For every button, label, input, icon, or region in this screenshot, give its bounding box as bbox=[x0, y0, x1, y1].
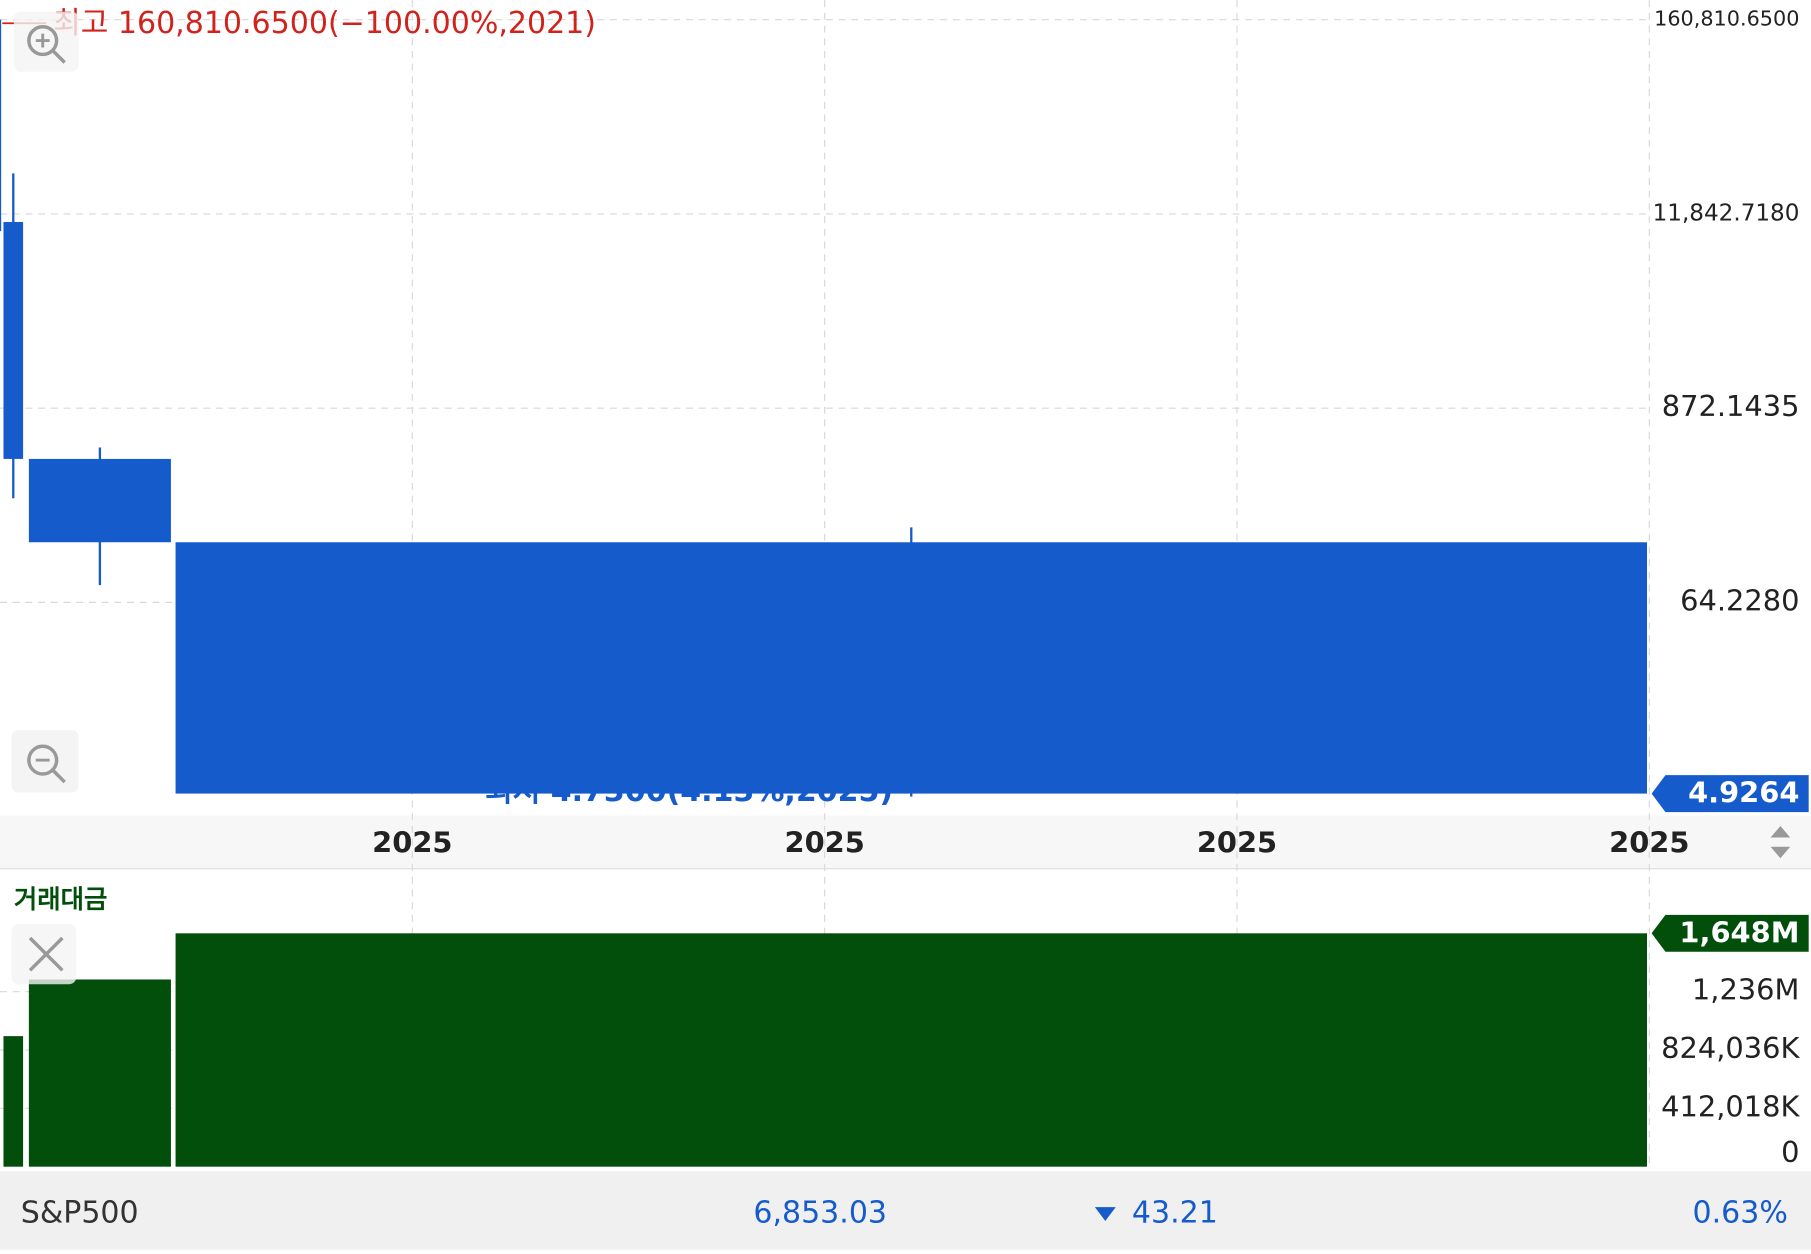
ticker-price: 6,853.03 bbox=[753, 1196, 887, 1231]
last-price-label: 4.9264 bbox=[1688, 776, 1799, 810]
candle-body bbox=[3, 222, 24, 459]
ticker-change: 43.21 bbox=[1132, 1196, 1218, 1231]
volume-bar bbox=[28, 979, 171, 1167]
y-tick-label: 0 bbox=[1781, 1135, 1799, 1169]
down-arrow-icon bbox=[1094, 1207, 1116, 1221]
y-tick-label: 11,842.7180 bbox=[1653, 200, 1800, 226]
high-annotation: 최고 160,810.6500(−100.00%,2021) bbox=[53, 6, 596, 41]
last-price-tag bbox=[1651, 775, 1809, 813]
ticker-bar bbox=[0, 1171, 1811, 1250]
y-tick-label: 64.2280 bbox=[1680, 583, 1799, 617]
volume-bar bbox=[3, 1036, 24, 1167]
y-tick-label: 1,236M bbox=[1692, 973, 1800, 1007]
ticker-change-pct: 0.63% bbox=[1693, 1196, 1788, 1231]
y-tick-label: 412,018K bbox=[1661, 1089, 1800, 1123]
zoom-out-button[interactable] bbox=[11, 730, 79, 793]
y-tick-label: 824,036K bbox=[1661, 1031, 1800, 1065]
x-tick-label: 2025 bbox=[1609, 825, 1689, 859]
x-tick-label: 2025 bbox=[1197, 825, 1277, 859]
ticker-name: S&P500 bbox=[21, 1196, 139, 1231]
x-tick-label: 2025 bbox=[372, 825, 452, 859]
close-pane-button[interactable] bbox=[11, 924, 77, 985]
scroll-arrows[interactable] bbox=[1770, 825, 1791, 859]
volume-bar bbox=[175, 933, 1647, 1167]
y-tick-label: 872.1435 bbox=[1662, 389, 1800, 423]
last-volume-label: 1,648M bbox=[1679, 915, 1799, 949]
zoom-in-button[interactable] bbox=[13, 11, 79, 72]
x-axis-band bbox=[0, 815, 1811, 869]
x-tick-label: 2025 bbox=[784, 825, 864, 859]
candle-body bbox=[28, 458, 171, 543]
y-tick-label: 160,810.6500 bbox=[1654, 7, 1799, 31]
volume-title: 거래대금 bbox=[14, 884, 107, 914]
candle-body bbox=[175, 542, 1647, 794]
last-volume-tag bbox=[1651, 914, 1809, 952]
